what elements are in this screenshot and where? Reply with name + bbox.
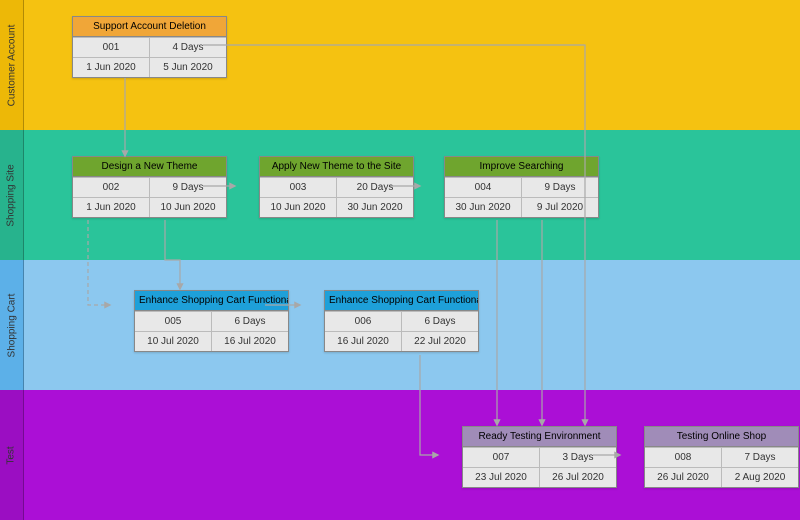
task-title: Design a New Theme — [73, 157, 226, 177]
lane-body: Design a New Theme0029 Days1 Jun 202010 … — [24, 130, 800, 260]
task-end: 9 Jul 2020 — [522, 197, 598, 217]
task-start: 26 Jul 2020 — [645, 467, 722, 487]
task-t005[interactable]: Enhance Shopping Cart Functionality0056 … — [134, 290, 289, 352]
task-duration: 7 Days — [722, 447, 798, 467]
task-duration: 4 Days — [150, 37, 226, 57]
task-title: Ready Testing Environment — [463, 427, 616, 447]
task-code: 005 — [135, 311, 212, 331]
task-t006[interactable]: Enhance Shopping Cart Functionality0066 … — [324, 290, 479, 352]
task-end: 30 Jun 2020 — [337, 197, 413, 217]
task-end: 10 Jun 2020 — [150, 197, 226, 217]
task-duration: 3 Days — [540, 447, 616, 467]
task-start: 1 Jun 2020 — [73, 57, 150, 77]
task-title: Testing Online Shop — [645, 427, 798, 447]
task-t003[interactable]: Apply New Theme to the Site00320 Days10 … — [259, 156, 414, 218]
task-title: Support Account Deletion — [73, 17, 226, 37]
task-duration: 6 Days — [212, 311, 288, 331]
task-code: 008 — [645, 447, 722, 467]
task-code: 001 — [73, 37, 150, 57]
lane-test: Test Ready Testing Environment0073 Days23… — [0, 390, 800, 520]
task-code: 006 — [325, 311, 402, 331]
lane-label-text: Customer Account — [6, 24, 17, 106]
task-t002[interactable]: Design a New Theme0029 Days1 Jun 202010 … — [72, 156, 227, 218]
task-code: 002 — [73, 177, 150, 197]
lane-body: Support Account Deletion0014 Days1 Jun 2… — [24, 0, 800, 130]
task-duration: 9 Days — [522, 177, 598, 197]
task-start: 10 Jun 2020 — [260, 197, 337, 217]
task-title: Apply New Theme to the Site — [260, 157, 413, 177]
lane-shopping-cart: Shopping Cart Enhance Shopping Cart Funct… — [0, 260, 800, 390]
task-start: 16 Jul 2020 — [325, 331, 402, 351]
lane-shopping-site: Shopping SiteDesign a New Theme0029 Days… — [0, 130, 800, 260]
task-duration: 6 Days — [402, 311, 478, 331]
task-start: 23 Jul 2020 — [463, 467, 540, 487]
lane-customer-account: Customer Account Support Account Deletion… — [0, 0, 800, 130]
lane-label: Test — [0, 390, 24, 520]
task-duration: 20 Days — [337, 177, 413, 197]
lane-label: Customer Account — [0, 0, 24, 130]
task-t007[interactable]: Ready Testing Environment0073 Days23 Jul… — [462, 426, 617, 488]
lane-label-text: Test — [6, 446, 17, 464]
task-code: 004 — [445, 177, 522, 197]
lane-label: Shopping Cart — [0, 260, 24, 390]
task-t001[interactable]: Support Account Deletion0014 Days1 Jun 2… — [72, 16, 227, 78]
lane-label-text: Shopping Cart — [6, 293, 17, 357]
task-start: 1 Jun 2020 — [73, 197, 150, 217]
swimlane-diagram: Customer Account Support Account Deletion… — [0, 0, 800, 520]
task-title: Enhance Shopping Cart Functionality — [135, 291, 288, 311]
task-title: Enhance Shopping Cart Functionality — [325, 291, 478, 311]
task-start: 10 Jul 2020 — [135, 331, 212, 351]
task-end: 2 Aug 2020 — [722, 467, 798, 487]
lane-label-text: Shopping Site — [6, 164, 17, 226]
lane-body: Enhance Shopping Cart Functionality0056 … — [24, 260, 800, 390]
task-code: 007 — [463, 447, 540, 467]
task-end: 16 Jul 2020 — [212, 331, 288, 351]
task-duration: 9 Days — [150, 177, 226, 197]
task-t004[interactable]: Improve Searching0049 Days30 Jun 20209 J… — [444, 156, 599, 218]
task-code: 003 — [260, 177, 337, 197]
task-start: 30 Jun 2020 — [445, 197, 522, 217]
task-end: 26 Jul 2020 — [540, 467, 616, 487]
task-end: 5 Jun 2020 — [150, 57, 226, 77]
task-title: Improve Searching — [445, 157, 598, 177]
lane-label: Shopping Site — [0, 130, 24, 260]
task-t008[interactable]: Testing Online Shop0087 Days26 Jul 20202… — [644, 426, 799, 488]
task-end: 22 Jul 2020 — [402, 331, 478, 351]
lane-body: Ready Testing Environment0073 Days23 Jul… — [24, 390, 800, 520]
